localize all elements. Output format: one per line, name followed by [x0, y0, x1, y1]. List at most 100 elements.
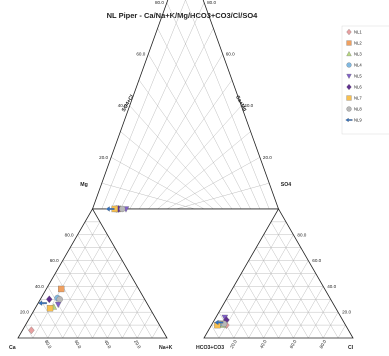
anion-right-tick: 80.0: [297, 232, 306, 237]
cation-corner-ca: Ca: [9, 345, 16, 351]
cation-bottom-tick: 80.0: [44, 339, 53, 350]
diamond-right-tick: 40.0: [244, 103, 253, 108]
cation-bottom-tick: 40.0: [103, 339, 112, 350]
anion-grid-line: [308, 299, 331, 339]
point-nl8-cation: [56, 296, 63, 303]
anion-bottom-tick: 40.0: [259, 339, 268, 350]
cation-grid-line: [47, 286, 78, 339]
anion-grid-line: [270, 221, 339, 339]
cation-bottom-tick: 60.0: [73, 339, 82, 350]
tick-labels-layer: 80.0 60.0 40.0 20.0 20.0 40.0 60.0 80.0 20.0 40.0…: [20, 0, 352, 350]
legend-marker-nl4: [346, 62, 352, 68]
diamond-grid-line: [157, 28, 251, 210]
cation-left-tick: 80.0: [65, 232, 74, 237]
cation-grid-line: [55, 273, 93, 339]
anion-bottom-tick: 80.0: [318, 339, 327, 350]
diamond-grid-line: [138, 79, 233, 210]
anion-corner-hco3: HCO3+CO3: [196, 345, 224, 351]
cation-grid-line: [32, 221, 101, 339]
diamond-grid-line: [129, 54, 223, 210]
legend: NL1 NL2 NL3 NL4 NL5 NL6 NL7 NL8 NL9: [341, 25, 389, 135]
diamond-left-tick: 80.0: [155, 0, 164, 5]
cation-grid-line: [25, 324, 34, 339]
cation-left-tick: 40.0: [35, 284, 44, 289]
diamond-left-tick: 60.0: [136, 52, 145, 57]
cation-corner-mg: Mg: [80, 182, 88, 188]
cation-grid-line: [122, 299, 145, 339]
anion-grid-line: [248, 260, 294, 339]
cation-frame: [17, 208, 168, 339]
point-nl9-diamond: [105, 206, 115, 212]
anion-bottom-tick: 60.0: [289, 339, 298, 350]
anion-corner-so4: SO4: [281, 182, 291, 188]
legend-marker-nl5: [346, 73, 352, 79]
anion-corner-cl: Cl: [348, 345, 354, 351]
point-nl5-cation: [54, 301, 62, 309]
cation-grid-line: [151, 324, 160, 339]
legend-marker-nl7: [346, 95, 352, 101]
anion-grid-line: [263, 234, 324, 339]
legend-marker-nl1: [346, 28, 352, 36]
data-points-layer: [28, 205, 230, 335]
point-nl8-diamond: [119, 205, 126, 213]
legend-label-nl2: NL2: [354, 41, 362, 46]
legend-label-nl7: NL7: [354, 96, 362, 101]
anion-grid-line: [241, 273, 279, 339]
anion-grid-line: [278, 273, 316, 339]
cation-grid-line: [92, 273, 130, 339]
cation-grid-line: [77, 234, 138, 339]
cation-grid-line: [40, 299, 63, 339]
anion-grid-line: [255, 247, 309, 339]
anion-grid-line: [233, 286, 264, 339]
point-nl1-cation: [28, 326, 35, 335]
cation-left-tick: 20.0: [20, 310, 29, 315]
point-nl9-anion: [214, 319, 224, 326]
cation-grid-line: [62, 247, 116, 339]
cation-grid-line: [32, 312, 48, 339]
diamond-grid-line: [101, 0, 186, 210]
point-nl9-cation: [38, 300, 47, 306]
legend-marker-nl6: [346, 83, 352, 91]
cation-grid-line: [62, 260, 108, 339]
legend-marker-nl3: [346, 51, 352, 57]
point-nl7-cation: [46, 305, 54, 312]
legend-label-nl9: NL9: [354, 118, 362, 123]
diamond-left-tick: 40.0: [118, 103, 127, 108]
diamond-left-tick: 20.0: [99, 155, 108, 160]
cation-grid-line: [69, 247, 123, 339]
anion-grid-line: [211, 324, 220, 339]
diamond-right-tick: 20.0: [263, 155, 272, 160]
legend-marker-nl9: [345, 117, 353, 123]
diamond-grid-line: [110, 2, 205, 210]
anion-grid-line: [337, 324, 346, 339]
point-nl2-cation: [58, 285, 65, 293]
legend-label-nl6: NL6: [354, 85, 362, 90]
diamond-grid-line: [120, 28, 214, 210]
legend-label-nl5: NL5: [354, 74, 362, 79]
anion-bottom-tick: 20.0: [229, 339, 238, 350]
legend-marker-nl2: [346, 40, 352, 46]
legend-label-nl4: NL4: [354, 63, 362, 68]
cation-corner-nak: Na+K: [159, 345, 173, 351]
anion-right-tick: 20.0: [342, 310, 351, 315]
anion-grid-line: [218, 221, 287, 339]
anion-grid-line: [226, 299, 249, 339]
diamond-right-tick: 80.0: [207, 0, 216, 5]
legend-label-nl8: NL8: [354, 107, 362, 112]
diamond-right-tick: 60.0: [226, 52, 235, 57]
chart-title: NL Piper - Ca/Na+K/Mg/HCO3+CO3/Cl/SO4: [107, 11, 259, 20]
anion-right-tick: 40.0: [327, 284, 336, 289]
legend-label-nl1: NL1: [354, 30, 362, 35]
frame-layer: [17, 0, 354, 339]
anion-right-tick: 60.0: [312, 258, 321, 263]
anion-frame: [203, 208, 354, 339]
cation-grid-line: [84, 221, 153, 339]
cation-bottom-tick: 20.0: [133, 339, 142, 350]
grid-layer: [25, 0, 346, 339]
legend-label-nl3: NL3: [354, 52, 362, 57]
diamond-grid-line: [185, 0, 270, 210]
legend-marker-nl8: [346, 106, 352, 112]
diamond-grid-line: [166, 2, 261, 210]
